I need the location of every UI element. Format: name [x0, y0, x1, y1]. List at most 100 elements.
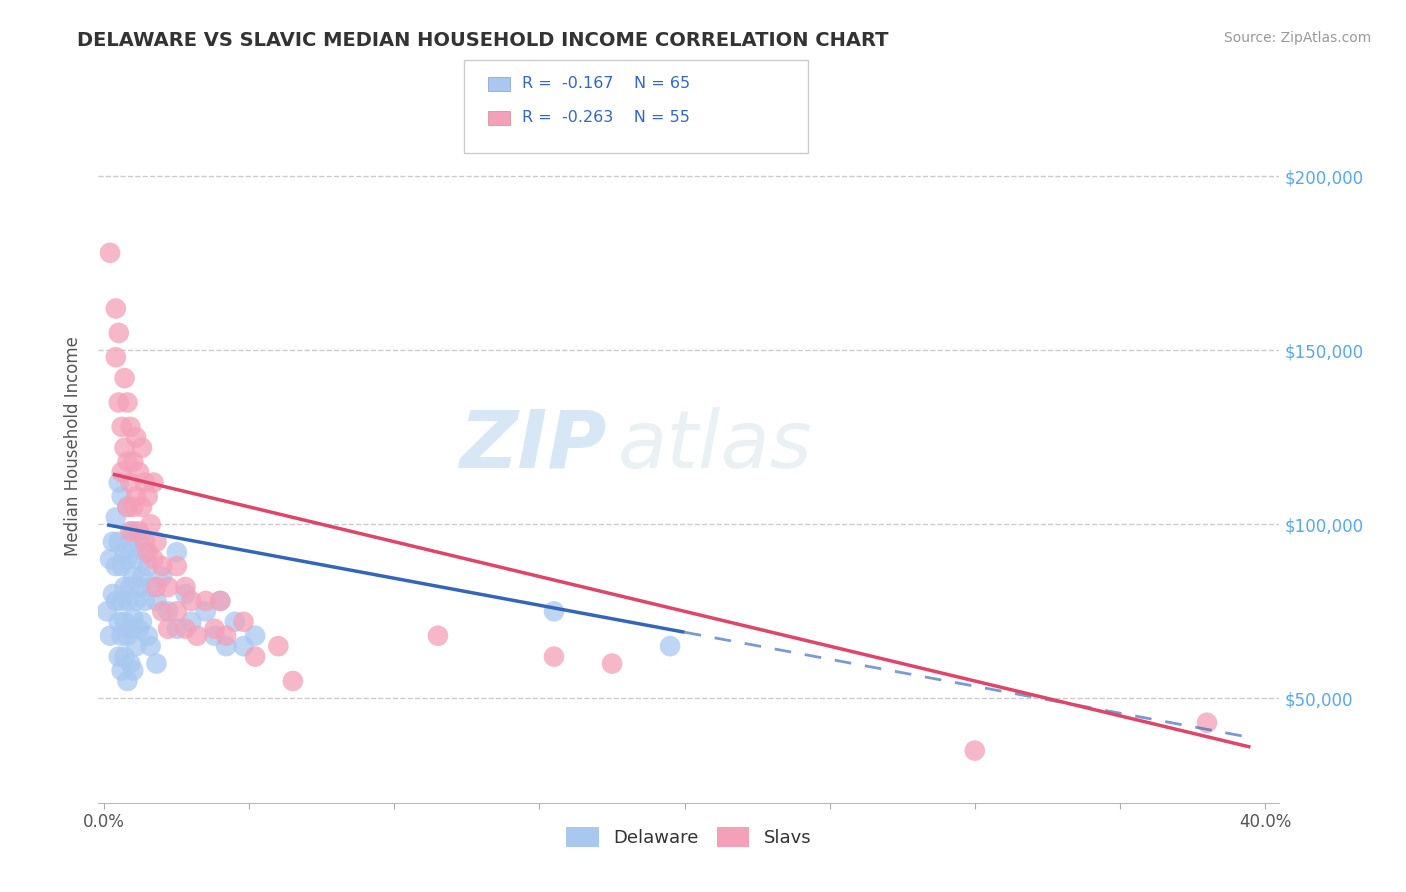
Point [134, 545, 156, 559]
Point [267, 639, 290, 653]
Point [174, 622, 197, 636]
Point [120, 420, 142, 434]
Point [131, 500, 153, 514]
Point [209, 594, 232, 608]
Point [142, 475, 165, 490]
Point [122, 500, 145, 514]
Point [174, 587, 197, 601]
Point [107, 534, 129, 549]
Text: R =  -0.263    N = 55: R = -0.263 N = 55 [522, 111, 689, 125]
Point [232, 615, 254, 629]
Point [139, 517, 162, 532]
Point [98, 245, 121, 260]
Point [128, 524, 150, 539]
Point [150, 559, 173, 574]
Text: R =  -0.167    N = 65: R = -0.167 N = 65 [522, 77, 690, 91]
Point [114, 580, 136, 594]
Point [125, 552, 148, 566]
Point [134, 594, 156, 608]
Point [111, 465, 134, 479]
Point [150, 569, 173, 583]
Point [117, 629, 139, 643]
Point [194, 594, 217, 608]
Point [122, 569, 145, 583]
Point [963, 743, 986, 757]
Point [120, 580, 142, 594]
Point [131, 441, 153, 455]
Point [215, 639, 238, 653]
Point [120, 657, 142, 671]
Point [128, 534, 150, 549]
Point [117, 594, 139, 608]
Point [180, 594, 202, 608]
Point [145, 657, 167, 671]
Point [114, 371, 136, 385]
Point [204, 629, 226, 643]
Point [128, 622, 150, 636]
Point [120, 534, 142, 549]
Point [131, 569, 153, 583]
Point [139, 580, 162, 594]
Text: DELAWARE VS SLAVIC MEDIAN HOUSEHOLD INCOME CORRELATION CHART: DELAWARE VS SLAVIC MEDIAN HOUSEHOLD INCO… [77, 31, 889, 50]
Point [117, 673, 139, 688]
Point [659, 639, 682, 653]
Point [174, 580, 197, 594]
Point [125, 490, 148, 504]
Point [107, 326, 129, 340]
Point [114, 615, 136, 629]
Point [166, 604, 188, 618]
Point [117, 395, 139, 409]
Point [104, 594, 127, 608]
Point [128, 465, 150, 479]
Point [111, 594, 134, 608]
Point [107, 615, 129, 629]
Point [104, 559, 127, 574]
Point [125, 639, 148, 653]
Point [1195, 715, 1218, 730]
Point [145, 594, 167, 608]
Point [111, 420, 134, 434]
Point [122, 611, 145, 625]
Point [209, 594, 232, 608]
Point [157, 580, 180, 594]
Point [104, 510, 127, 524]
Text: ZIP: ZIP [458, 407, 606, 485]
Point [131, 615, 153, 629]
Point [111, 559, 134, 574]
Point [232, 639, 254, 653]
Point [111, 629, 134, 643]
Point [96, 604, 118, 618]
Point [157, 604, 180, 618]
Point [111, 664, 134, 678]
Point [117, 500, 139, 514]
Point [104, 301, 127, 316]
Point [101, 587, 124, 601]
Point [194, 604, 217, 618]
Point [145, 580, 167, 594]
Point [107, 649, 129, 664]
Text: atlas: atlas [619, 407, 813, 485]
Point [114, 441, 136, 455]
Point [166, 622, 188, 636]
Point [543, 649, 565, 664]
Point [204, 622, 226, 636]
Point [122, 524, 145, 539]
Point [145, 534, 167, 549]
Point [243, 649, 266, 664]
Legend: Delaware, Slavs: Delaware, Slavs [560, 820, 818, 855]
Point [136, 629, 159, 643]
Point [107, 475, 129, 490]
Point [215, 629, 238, 643]
Y-axis label: Median Household Income: Median Household Income [65, 336, 83, 556]
Point [111, 490, 134, 504]
Point [281, 673, 304, 688]
Point [120, 622, 142, 636]
Point [139, 639, 162, 653]
Point [134, 475, 156, 490]
Point [186, 629, 208, 643]
Text: Source: ZipAtlas.com: Source: ZipAtlas.com [1223, 31, 1371, 45]
Point [136, 545, 159, 559]
Point [122, 455, 145, 469]
Point [125, 430, 148, 444]
Point [101, 534, 124, 549]
